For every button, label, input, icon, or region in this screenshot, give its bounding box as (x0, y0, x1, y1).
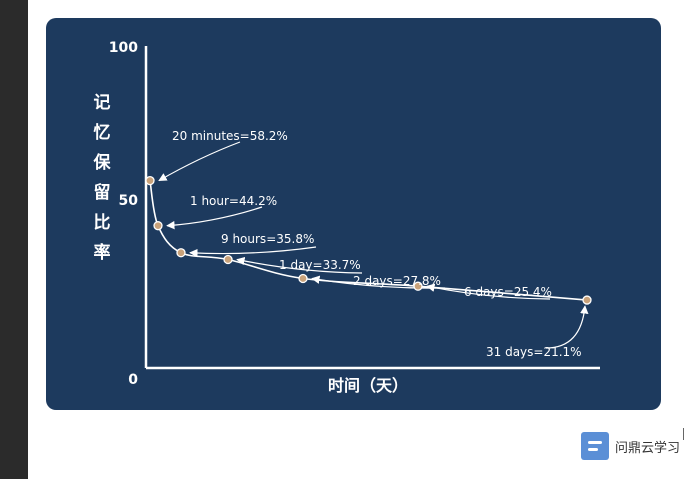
data-point-label: 31 days=21.1% (486, 345, 582, 359)
annotation-arrow (158, 141, 241, 182)
data-point-marker (298, 273, 308, 284)
annotation-arrow (545, 305, 589, 349)
data-point-marker (582, 295, 592, 305)
data-point-marker (223, 254, 233, 265)
data-point-marker (145, 175, 155, 186)
y-tick-0: 0 (128, 372, 138, 388)
cursor-bar (683, 428, 684, 440)
data-point-label: 1 hour=44.2% (190, 194, 277, 208)
watermark: 问鼎云学习 (581, 431, 680, 461)
watermark-text: 问鼎云学习 (615, 440, 681, 456)
watermark-logo-icon (581, 432, 609, 460)
data-point-marker (153, 221, 163, 231)
data-point-label: 2 days=27.8% (353, 274, 441, 288)
data-point-label: 9 hours=35.8% (221, 232, 314, 246)
annotation-arrow (236, 256, 363, 274)
data-point-label: 6 days=25.4% (464, 285, 552, 299)
data-point-label: 1 day=33.7% (279, 258, 361, 272)
left-dark-strip (0, 0, 28, 479)
annotation-arrow (426, 283, 551, 300)
data-point-label: 20 minutes=58.2% (172, 129, 288, 143)
x-axis-label: 时间（天） (328, 376, 408, 395)
annotation-arrow (189, 246, 317, 258)
data-point-marker (413, 281, 423, 291)
annotation-arrow (166, 206, 263, 230)
data-point-marker (176, 248, 186, 258)
y-tick-100: 100 (109, 40, 138, 56)
y-tick-50: 50 (119, 193, 139, 209)
y-axis-label: 记忆保留比率 (93, 93, 112, 263)
chart-card (46, 18, 661, 410)
